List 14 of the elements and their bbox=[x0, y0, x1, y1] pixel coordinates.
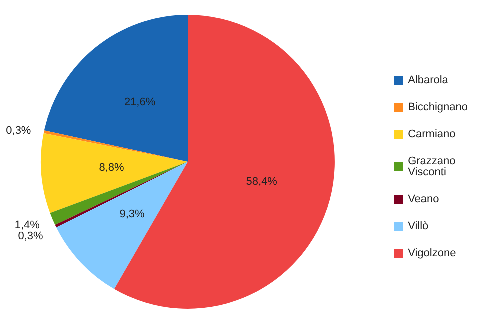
data-label: 58,4% bbox=[246, 176, 278, 188]
legend-label: Bicchignano bbox=[408, 102, 468, 114]
data-label: 0,3% bbox=[18, 230, 44, 242]
legend-label: Grazzano Visconti bbox=[408, 156, 456, 178]
data-label: 1,4% bbox=[14, 219, 40, 232]
legend-label: Albarola bbox=[408, 74, 450, 86]
data-label: 8,8% bbox=[99, 162, 125, 174]
legend-label: Villò bbox=[408, 220, 429, 232]
data-label: 9,3% bbox=[120, 208, 146, 220]
legend-label: Carmiano bbox=[408, 128, 456, 140]
data-label: 21,6% bbox=[124, 96, 156, 108]
data-label: 0,3% bbox=[6, 125, 32, 138]
legend-label: Veano bbox=[408, 194, 440, 206]
legend-label: Vigolzone bbox=[408, 248, 456, 260]
